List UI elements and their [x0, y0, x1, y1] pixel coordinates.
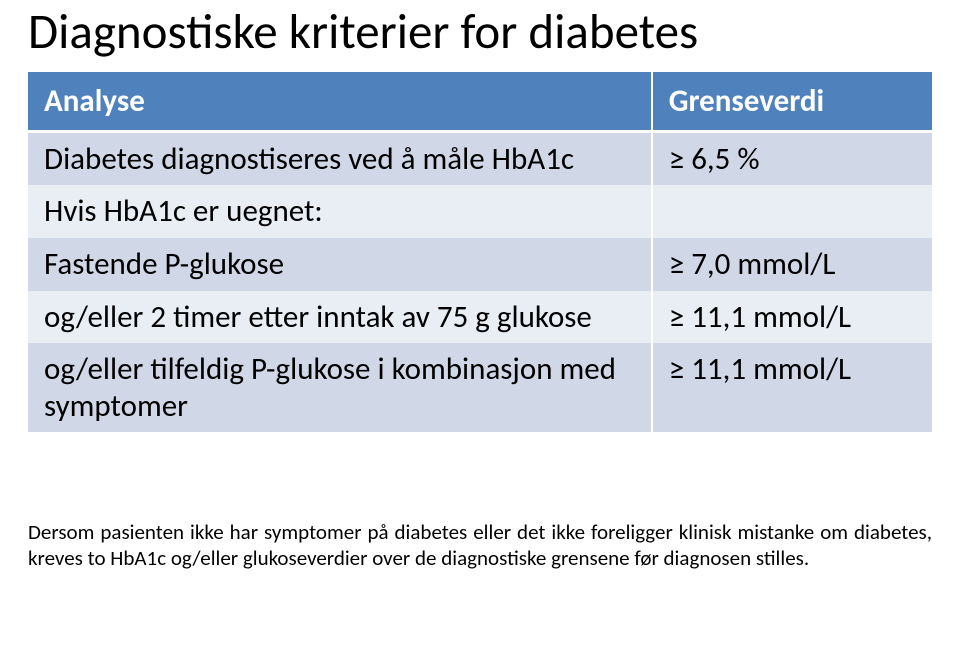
cell-analyse: Fastende P-glukose [28, 238, 652, 291]
criteria-table: Analyse Grenseverdi Diabetes diagnostise… [28, 72, 932, 432]
col-header-analyse: Analyse [28, 72, 652, 132]
table-row: Fastende P-glukose ≥ 7,0 mmol/L [28, 238, 932, 291]
cell-analyse: Hvis HbA1c er uegnet: [28, 185, 652, 238]
cell-analyse: Diabetes diagnostiseres ved å måle HbA1c [28, 131, 652, 185]
cell-grense [652, 185, 932, 238]
table-row: Diabetes diagnostiseres ved å måle HbA1c… [28, 131, 932, 185]
cell-grense: ≥ 11,1 mmol/L [652, 343, 932, 432]
cell-analyse: og/eller tilfeldig P-glukose i kombinasj… [28, 343, 652, 432]
slide: Diagnostiske kriterier for diabetes Anal… [0, 0, 960, 664]
cell-grense: ≥ 11,1 mmol/L [652, 291, 932, 344]
footnote: Dersom pasienten ikke har symptomer på d… [28, 520, 932, 570]
table-row: Hvis HbA1c er uegnet: [28, 185, 932, 238]
cell-grense: ≥ 6,5 % [652, 131, 932, 185]
table-row: og/eller tilfeldig P-glukose i kombinasj… [28, 343, 932, 432]
page-title: Diagnostiske kriterier for diabetes [28, 6, 932, 60]
table-header-row: Analyse Grenseverdi [28, 72, 932, 132]
table-row: og/eller 2 timer etter inntak av 75 g gl… [28, 291, 932, 344]
cell-grense: ≥ 7,0 mmol/L [652, 238, 932, 291]
cell-analyse: og/eller 2 timer etter inntak av 75 g gl… [28, 291, 652, 344]
col-header-grense: Grenseverdi [652, 72, 932, 132]
